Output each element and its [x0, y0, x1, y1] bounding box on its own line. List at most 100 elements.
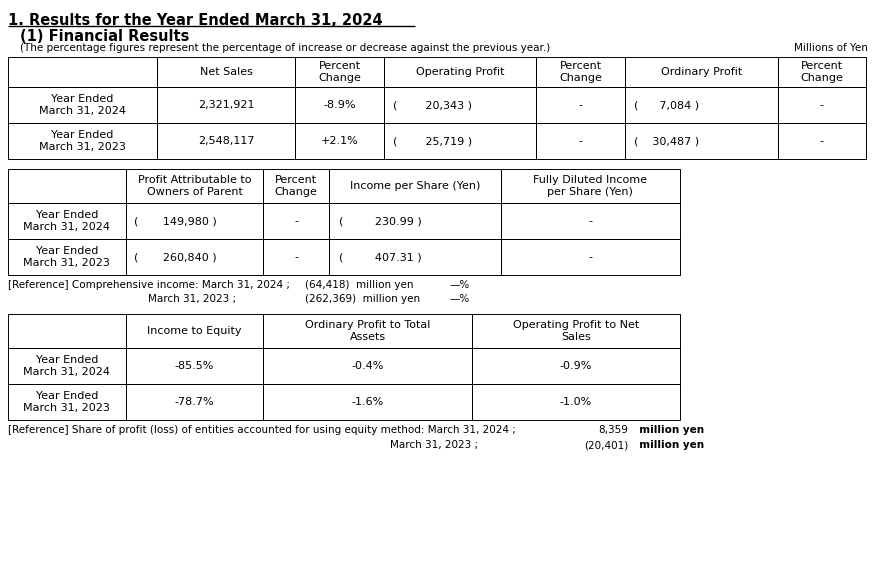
Text: Ordinary Profit to Total
Assets: Ordinary Profit to Total Assets: [305, 320, 430, 342]
Text: (       149,980 ): ( 149,980 ): [134, 216, 216, 226]
Bar: [625, 57, 778, 87]
Text: Income per Share (Yen): Income per Share (Yen): [350, 181, 480, 191]
Bar: [295, 87, 384, 123]
Bar: [8, 348, 125, 384]
Bar: [125, 348, 264, 384]
Text: -: -: [589, 216, 592, 226]
Text: March 31, 2023 ;: March 31, 2023 ;: [148, 294, 237, 304]
Text: 1. Results for the Year Ended March 31, 2024: 1. Results for the Year Ended March 31, …: [8, 13, 383, 28]
Bar: [471, 314, 680, 348]
Text: Percent
Change: Percent Change: [275, 175, 318, 197]
Text: Year Ended
March 31, 2024: Year Ended March 31, 2024: [24, 210, 110, 232]
Text: [Reference] Share of profit (loss) of entities accounted for using equity method: [Reference] Share of profit (loss) of en…: [8, 425, 516, 435]
Text: -: -: [294, 216, 299, 226]
Text: -78.7%: -78.7%: [174, 397, 215, 407]
Bar: [264, 314, 471, 348]
Text: [Reference] Comprehensive income: March 31, 2024 ;: [Reference] Comprehensive income: March …: [8, 280, 290, 290]
Text: -: -: [820, 136, 823, 146]
Bar: [8, 314, 125, 348]
Bar: [125, 314, 264, 348]
Text: Ordinary Profit: Ordinary Profit: [661, 67, 742, 77]
Bar: [264, 203, 329, 239]
Text: (The percentage figures represent the percentage of increase or decrease against: (The percentage figures represent the pe…: [20, 43, 550, 53]
Bar: [500, 239, 680, 275]
Bar: [500, 203, 680, 239]
Bar: [536, 123, 625, 159]
Bar: [778, 87, 866, 123]
Bar: [125, 239, 264, 275]
Bar: [125, 169, 264, 203]
Bar: [264, 169, 329, 203]
Bar: [384, 57, 536, 87]
Bar: [157, 57, 295, 87]
Bar: [264, 384, 471, 420]
Text: -1.6%: -1.6%: [351, 397, 384, 407]
Bar: [8, 169, 125, 203]
Text: —%: —%: [450, 294, 470, 304]
Text: (1) Financial Results: (1) Financial Results: [20, 29, 189, 44]
Text: Year Ended
March 31, 2023: Year Ended March 31, 2023: [39, 130, 126, 152]
Text: million yen: million yen: [632, 440, 704, 450]
Text: -: -: [589, 252, 592, 262]
Text: Percent
Change: Percent Change: [801, 61, 844, 83]
Text: Year Ended
March 31, 2023: Year Ended March 31, 2023: [24, 246, 110, 268]
Bar: [471, 348, 680, 384]
Bar: [329, 203, 500, 239]
Text: 2,321,921: 2,321,921: [198, 100, 254, 110]
Text: Income to Equity: Income to Equity: [147, 326, 242, 336]
Bar: [329, 169, 500, 203]
Bar: [8, 384, 125, 420]
Text: Millions of Yen: Millions of Yen: [795, 43, 868, 53]
Text: -: -: [294, 252, 299, 262]
Text: Net Sales: Net Sales: [200, 67, 252, 77]
Bar: [295, 57, 384, 87]
Text: (      7,084 ): ( 7,084 ): [634, 100, 699, 110]
Bar: [536, 87, 625, 123]
Text: Percent
Change: Percent Change: [318, 61, 361, 83]
Text: (       260,840 ): ( 260,840 ): [134, 252, 216, 262]
Bar: [157, 123, 295, 159]
Text: -: -: [579, 100, 583, 110]
Text: Operating Profit to Net
Sales: Operating Profit to Net Sales: [512, 320, 639, 342]
Text: March 31, 2023 ;: March 31, 2023 ;: [390, 440, 478, 450]
Text: Operating Profit: Operating Profit: [416, 67, 505, 77]
Bar: [125, 384, 264, 420]
Text: Year Ended
March 31, 2024: Year Ended March 31, 2024: [24, 355, 110, 377]
Bar: [264, 348, 471, 384]
Bar: [8, 239, 125, 275]
Text: +2.1%: +2.1%: [321, 136, 358, 146]
Bar: [384, 123, 536, 159]
Text: -: -: [579, 136, 583, 146]
Text: -8.9%: -8.9%: [323, 100, 356, 110]
Bar: [625, 123, 778, 159]
Bar: [625, 87, 778, 123]
Text: (64,418)  million yen: (64,418) million yen: [305, 280, 413, 290]
Text: Profit Attributable to
Owners of Parent: Profit Attributable to Owners of Parent: [138, 175, 251, 197]
Text: (        25,719 ): ( 25,719 ): [393, 136, 472, 146]
Text: Fully Diluted Income
per Share (Yen): Fully Diluted Income per Share (Yen): [533, 175, 647, 197]
Bar: [8, 87, 157, 123]
Bar: [264, 239, 329, 275]
Text: (20,401): (20,401): [583, 440, 628, 450]
Bar: [329, 239, 500, 275]
Bar: [471, 384, 680, 420]
Bar: [8, 57, 157, 87]
Bar: [778, 57, 866, 87]
Bar: [778, 123, 866, 159]
Bar: [8, 203, 125, 239]
Text: -1.0%: -1.0%: [560, 397, 592, 407]
Text: -: -: [820, 100, 823, 110]
Bar: [500, 169, 680, 203]
Bar: [295, 123, 384, 159]
Text: —%: —%: [450, 280, 470, 290]
Bar: [384, 87, 536, 123]
Text: (    30,487 ): ( 30,487 ): [634, 136, 699, 146]
Text: 2,548,117: 2,548,117: [198, 136, 254, 146]
Bar: [157, 87, 295, 123]
Text: 8,359: 8,359: [598, 425, 628, 435]
Text: (         230.99 ): ( 230.99 ): [340, 216, 422, 226]
Bar: [536, 57, 625, 87]
Text: million yen: million yen: [632, 425, 704, 435]
Text: (262,369)  million yen: (262,369) million yen: [305, 294, 420, 304]
Text: -85.5%: -85.5%: [175, 361, 214, 371]
